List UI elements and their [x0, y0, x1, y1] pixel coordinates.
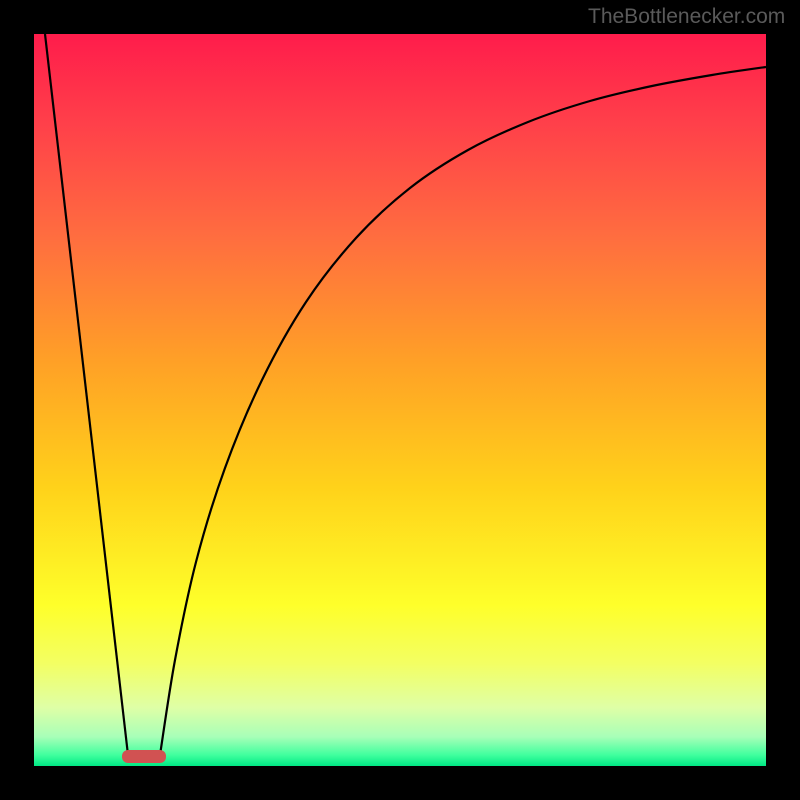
- valley-marker: [122, 750, 166, 763]
- curves-svg: [0, 0, 800, 800]
- watermark-text: TheBottlenecker.com: [588, 5, 785, 29]
- chart-frame: TheBottlenecker.com: [0, 0, 800, 800]
- curve-left: [45, 34, 128, 755]
- curve-right: [160, 67, 766, 755]
